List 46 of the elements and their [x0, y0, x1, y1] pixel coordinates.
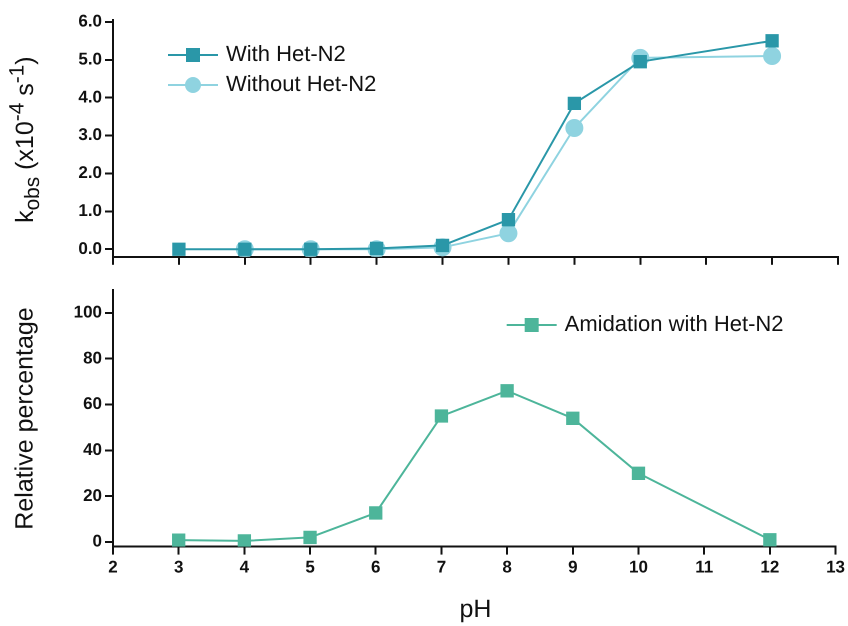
x-tick-label: 8	[502, 557, 512, 576]
y-tick-label: 60	[83, 394, 102, 414]
point	[172, 242, 186, 256]
point	[502, 213, 516, 226]
x-tick-label: 5	[305, 557, 315, 576]
y-tick-label: 2.0	[78, 163, 102, 182]
point	[172, 534, 186, 547]
point	[499, 224, 518, 242]
x-tick-label: 10	[629, 557, 648, 576]
legend-label: Without Het-N2	[226, 71, 376, 96]
point	[369, 506, 382, 520]
x-tick-label: 4	[240, 557, 250, 576]
y-axis-title: Relative percentage	[10, 306, 40, 530]
point	[565, 118, 584, 137]
point	[566, 412, 580, 425]
legend-label: With Het-N2	[226, 41, 346, 66]
y-tick-label: 20	[83, 486, 102, 505]
x-tick-label: 3	[174, 557, 184, 576]
y-tick-label: 1.0	[78, 201, 102, 220]
point	[434, 409, 448, 423]
x-tick-label: 7	[436, 557, 446, 576]
x-tick-label: 6	[371, 557, 380, 576]
point	[765, 34, 779, 48]
y-tick-label: 6.0	[78, 12, 102, 31]
point	[238, 534, 252, 547]
y-tick-label: 0	[92, 532, 102, 551]
x-tick-label: 12	[760, 557, 780, 576]
y-tick-label: 100	[74, 302, 102, 322]
point	[632, 466, 646, 480]
y-tick-label: 5.0	[78, 49, 102, 68]
point	[303, 530, 317, 544]
x-axis-title: pH	[458, 595, 492, 624]
y-tick-label: 40	[83, 440, 102, 460]
y-tick-label: 4.0	[78, 87, 102, 106]
point	[763, 46, 782, 65]
point	[500, 384, 514, 398]
y-tick-label: 0.0	[78, 238, 102, 258]
legend-label: Amidation with Het-N2	[564, 311, 784, 336]
x-tick-label: 9	[568, 557, 578, 576]
y-tick-label: 80	[83, 348, 102, 368]
point	[568, 96, 582, 110]
x-tick-label: 2	[108, 557, 118, 576]
point	[763, 533, 777, 546]
x-tick-label: 11	[695, 557, 714, 576]
x-tick-label: 13	[826, 557, 846, 576]
y-tick-label: 3.0	[78, 125, 102, 144]
